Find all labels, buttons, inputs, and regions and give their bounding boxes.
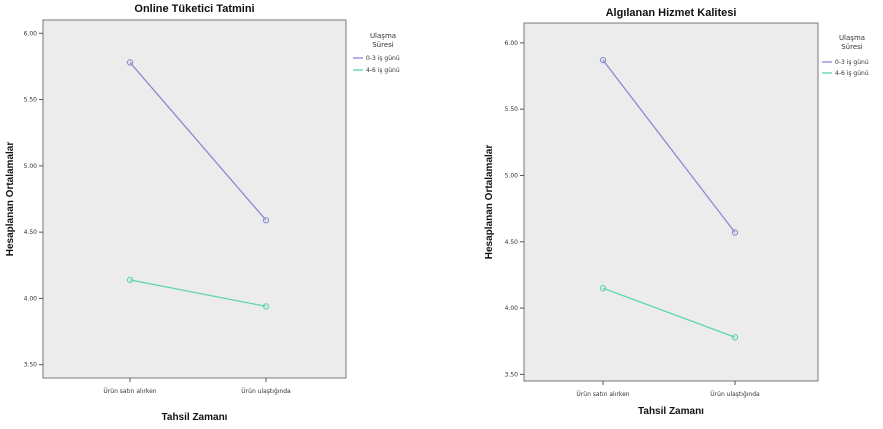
y-tick-label: 4.00 bbox=[505, 305, 519, 312]
y-axis-title: Hesaplanan Ortalamalar bbox=[484, 145, 495, 260]
data-point bbox=[599, 56, 607, 64]
y-axis-title: Hesaplanan Ortalamalar bbox=[5, 142, 16, 257]
legend-title: Ulaşma bbox=[370, 32, 396, 40]
legend-label: 0-3 iş günü bbox=[835, 59, 869, 66]
legend-label: 0-3 iş günü bbox=[366, 55, 400, 62]
x-tick-label: Ürün satın alırken bbox=[103, 388, 156, 395]
y-tick-label: 3.50 bbox=[505, 371, 519, 378]
y-tick-label: 5.00 bbox=[505, 172, 519, 179]
data-point bbox=[262, 303, 270, 310]
chart-panel-2: Algılanan Hizmet Kalitesi 3.50 4.00 4.50 5.0… bbox=[484, 7, 869, 417]
chart-panel-1: Online Tüketici Tatmini 3.50 4.00 4.50 5.00 5… bbox=[5, 3, 400, 423]
y-tick-label: 4.50 bbox=[505, 239, 519, 246]
legend-label: 4-6 iş günü bbox=[835, 70, 869, 77]
series-line-1 bbox=[129, 62, 267, 221]
chart-title: Algılanan Hizmet Kalitesi bbox=[606, 7, 737, 19]
y-tick-label: 6.00 bbox=[505, 40, 519, 47]
chart-title: Online Tüketici Tatmini bbox=[134, 3, 254, 15]
data-point bbox=[262, 217, 270, 224]
y-tick-label: 4.50 bbox=[24, 229, 38, 236]
y-tick-label: 4.00 bbox=[24, 295, 38, 302]
x-axis-title: Tahsil Zamanı bbox=[638, 406, 704, 417]
y-tick-label: 5.00 bbox=[24, 163, 38, 170]
data-point bbox=[599, 285, 607, 292]
series-line-2 bbox=[129, 279, 267, 308]
series-line-2 bbox=[602, 287, 736, 338]
y-tick-label: 6.00 bbox=[24, 30, 38, 37]
legend-title: Süresi bbox=[841, 43, 863, 51]
data-point bbox=[126, 276, 134, 284]
legend-label: 4-6 iş günü bbox=[366, 67, 400, 74]
x-tick-label: Ürün ulaştığında bbox=[710, 391, 760, 398]
y-tick-label: 5.50 bbox=[24, 97, 38, 104]
x-axis-title: Tahsil Zamanı bbox=[162, 412, 228, 423]
x-tick-label: Ürün ulaştığında bbox=[241, 388, 291, 395]
plot-area bbox=[523, 22, 819, 382]
series-line-1 bbox=[602, 59, 736, 233]
data-point bbox=[731, 229, 739, 236]
plot-area bbox=[42, 19, 347, 379]
y-tick-label: 3.50 bbox=[24, 362, 38, 369]
y-tick-label: 5.50 bbox=[505, 106, 519, 113]
x-tick-label: Ürün satın alırken bbox=[576, 391, 629, 398]
legend-title: Ulaşma bbox=[839, 34, 865, 42]
legend-title: Süresi bbox=[372, 41, 394, 49]
data-point bbox=[731, 334, 739, 341]
data-point bbox=[126, 59, 134, 66]
